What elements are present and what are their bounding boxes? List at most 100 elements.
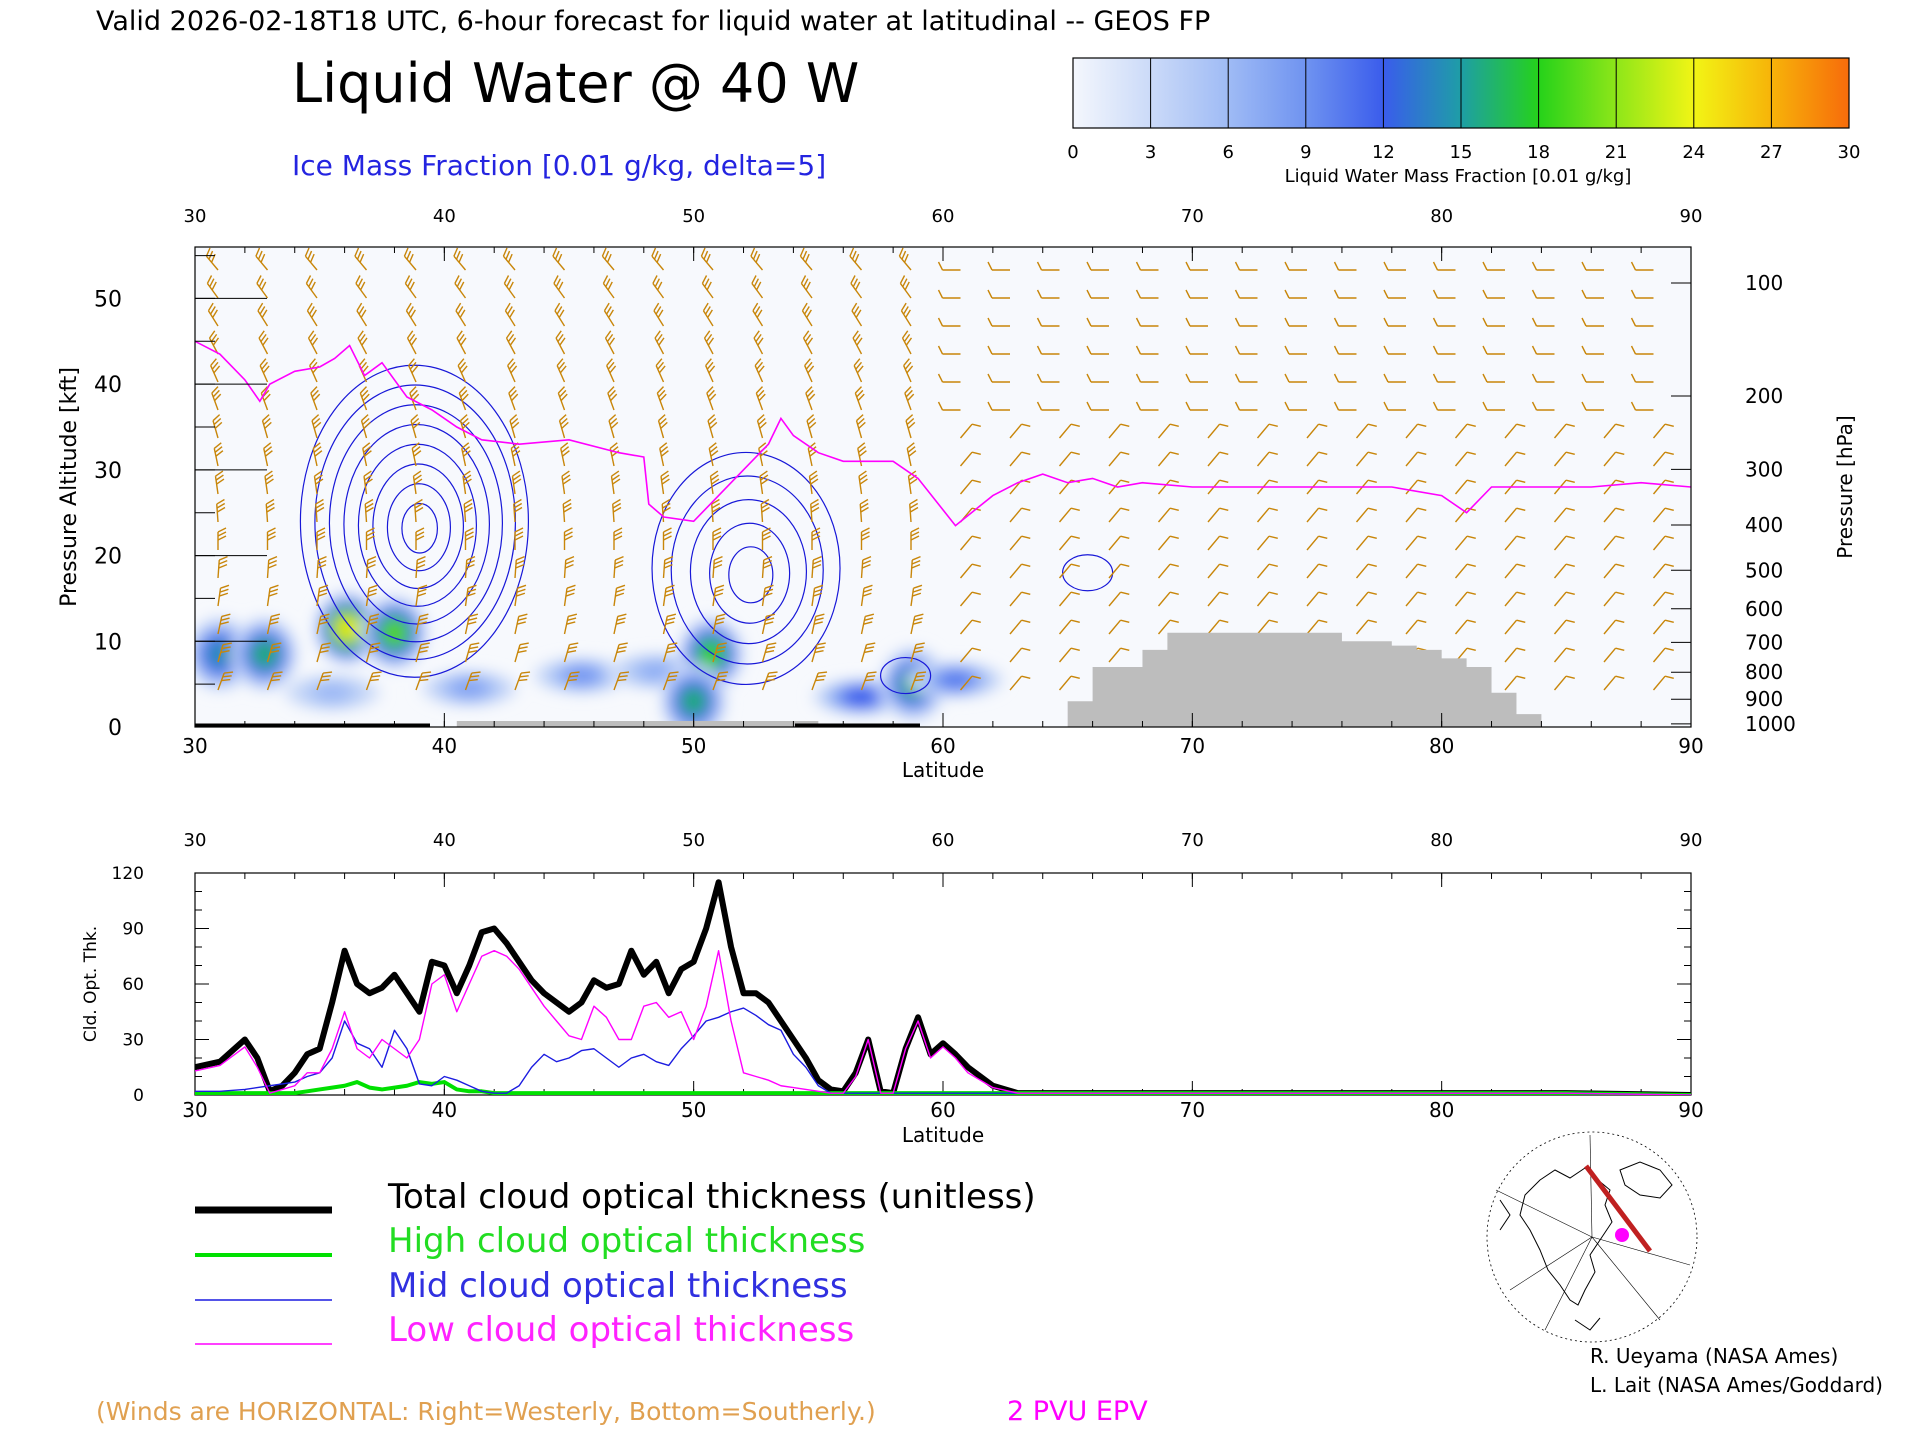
wind-barb-shaft (607, 392, 615, 411)
wind-barb (1207, 423, 1229, 439)
wind-barb-shaft (355, 283, 368, 299)
wind-barb-flag (214, 446, 223, 453)
wind-barb (1581, 373, 1604, 383)
wind-barb-flag (1284, 345, 1290, 355)
wind-barb-shaft (1355, 619, 1369, 635)
wind-barb-flag (658, 365, 666, 374)
wind-barb-flag (660, 450, 669, 457)
wind-barb-flag (311, 309, 317, 318)
wind-barb (910, 584, 923, 607)
wind-barb (312, 442, 323, 467)
wind-barb-flag (914, 678, 924, 682)
wind-barb (464, 642, 480, 663)
wind-barb-shaft (463, 503, 467, 523)
ice-contour-line (689, 499, 808, 645)
wind-barb-shaft (365, 559, 369, 579)
wind-barb-flag (462, 470, 471, 477)
wind-barb-shaft (210, 365, 219, 383)
wind-barb-flag (312, 417, 321, 426)
wind-barb-flag (903, 358, 910, 367)
wind-barb-flag (1268, 563, 1278, 567)
wind-barb-shaft (653, 310, 665, 327)
wind-barb-flag (224, 671, 234, 674)
wind-barb-flag (1021, 675, 1031, 679)
wind-barb (1355, 423, 1377, 439)
top-lat-tick-label-lower: 40 (432, 734, 457, 758)
wind-barb-shaft (464, 588, 469, 607)
wind-barb-flag (849, 247, 855, 257)
wind-barb-shaft (305, 283, 318, 299)
wind-barb (1603, 619, 1625, 635)
wind-barb-shaft (1652, 507, 1666, 523)
wind-barb-flag (1219, 591, 1229, 595)
wind-barb-shaft (1009, 535, 1023, 551)
wind-barb-shaft (406, 337, 417, 355)
wind-barb-flag (1219, 619, 1229, 623)
wind-barb (987, 289, 1010, 299)
wind-barb-shaft (264, 476, 269, 495)
wind-barb-shaft (464, 644, 472, 663)
wind-barb (1531, 373, 1555, 383)
wind-barb-flag (707, 414, 716, 422)
wind-barb (1504, 507, 1526, 523)
wind-barb (1553, 451, 1575, 467)
wind-barb-flag (762, 535, 771, 541)
wind-barb (1405, 423, 1427, 439)
wind-barb (213, 442, 224, 467)
wind-barb-flag (861, 535, 870, 541)
wind-barb-shaft (1009, 619, 1023, 635)
wind-barb-flag (564, 531, 573, 537)
wind-barb-flag (314, 474, 323, 481)
map-grid-4 (1589, 1134, 1593, 1238)
wind-barb-flag (860, 502, 869, 509)
wind-barb (811, 642, 826, 663)
wind-barb (601, 247, 615, 271)
wind-barb-flag (502, 247, 508, 257)
wind-barb (415, 642, 430, 663)
wind-barb-flag (810, 478, 819, 485)
wind-barb-shaft (1009, 563, 1023, 579)
wind-barb (1630, 289, 1654, 299)
wind-barb-shaft (805, 392, 813, 411)
credit-2: L. Lait (NASA Ames/Goddard) (1590, 1373, 1883, 1397)
wind-barb (266, 613, 281, 635)
colorbar-segment (1693, 58, 1772, 128)
wind-barb (464, 527, 474, 550)
wind-barb-flag (454, 275, 460, 284)
bottom-lat-tick-label-lower: 80 (1429, 1098, 1454, 1122)
wind-barb-flag (1135, 373, 1142, 383)
wind-barb-flag (412, 421, 421, 429)
wind-barb (1086, 345, 1109, 355)
wind-barb-shaft (1058, 423, 1072, 439)
wind-barb-flag (309, 333, 317, 343)
wind-barb-flag (462, 421, 470, 429)
wind-barb (811, 555, 822, 579)
wind-barb-flag (411, 417, 420, 426)
wind-barb (1333, 317, 1357, 327)
wind-barb-flag (1482, 345, 1488, 355)
wind-barb (316, 555, 327, 579)
wind-barb-flag (507, 358, 514, 367)
colorbar-label: Liquid Water Mass Fraction [0.01 g/kg] (1285, 166, 1632, 187)
wind-barb-flag (1070, 675, 1080, 679)
wind-barb (563, 555, 575, 579)
wind-barb-flag (909, 478, 918, 485)
wind-barb-flag (1664, 619, 1674, 623)
wind-barb-flag (211, 281, 217, 291)
wind-barb-flag (808, 393, 816, 402)
wind-barb-flag (560, 442, 569, 449)
wind-barb (1108, 507, 1130, 523)
wind-barb (1531, 317, 1555, 327)
wind-barb-flag (509, 414, 518, 422)
wind-barb (657, 414, 668, 439)
wind-barb-flag (317, 559, 327, 565)
wind-barb (1383, 401, 1406, 411)
wind-barb (1058, 451, 1080, 467)
wind-barb-shaft (1306, 591, 1320, 607)
wind-barb-flag (262, 337, 269, 346)
wind-barb-flag (1318, 619, 1328, 623)
wind-barb-flag (515, 559, 525, 565)
wind-barb-flag (711, 478, 720, 485)
wind-barb (311, 414, 322, 439)
wind-barb-shaft (898, 255, 912, 271)
